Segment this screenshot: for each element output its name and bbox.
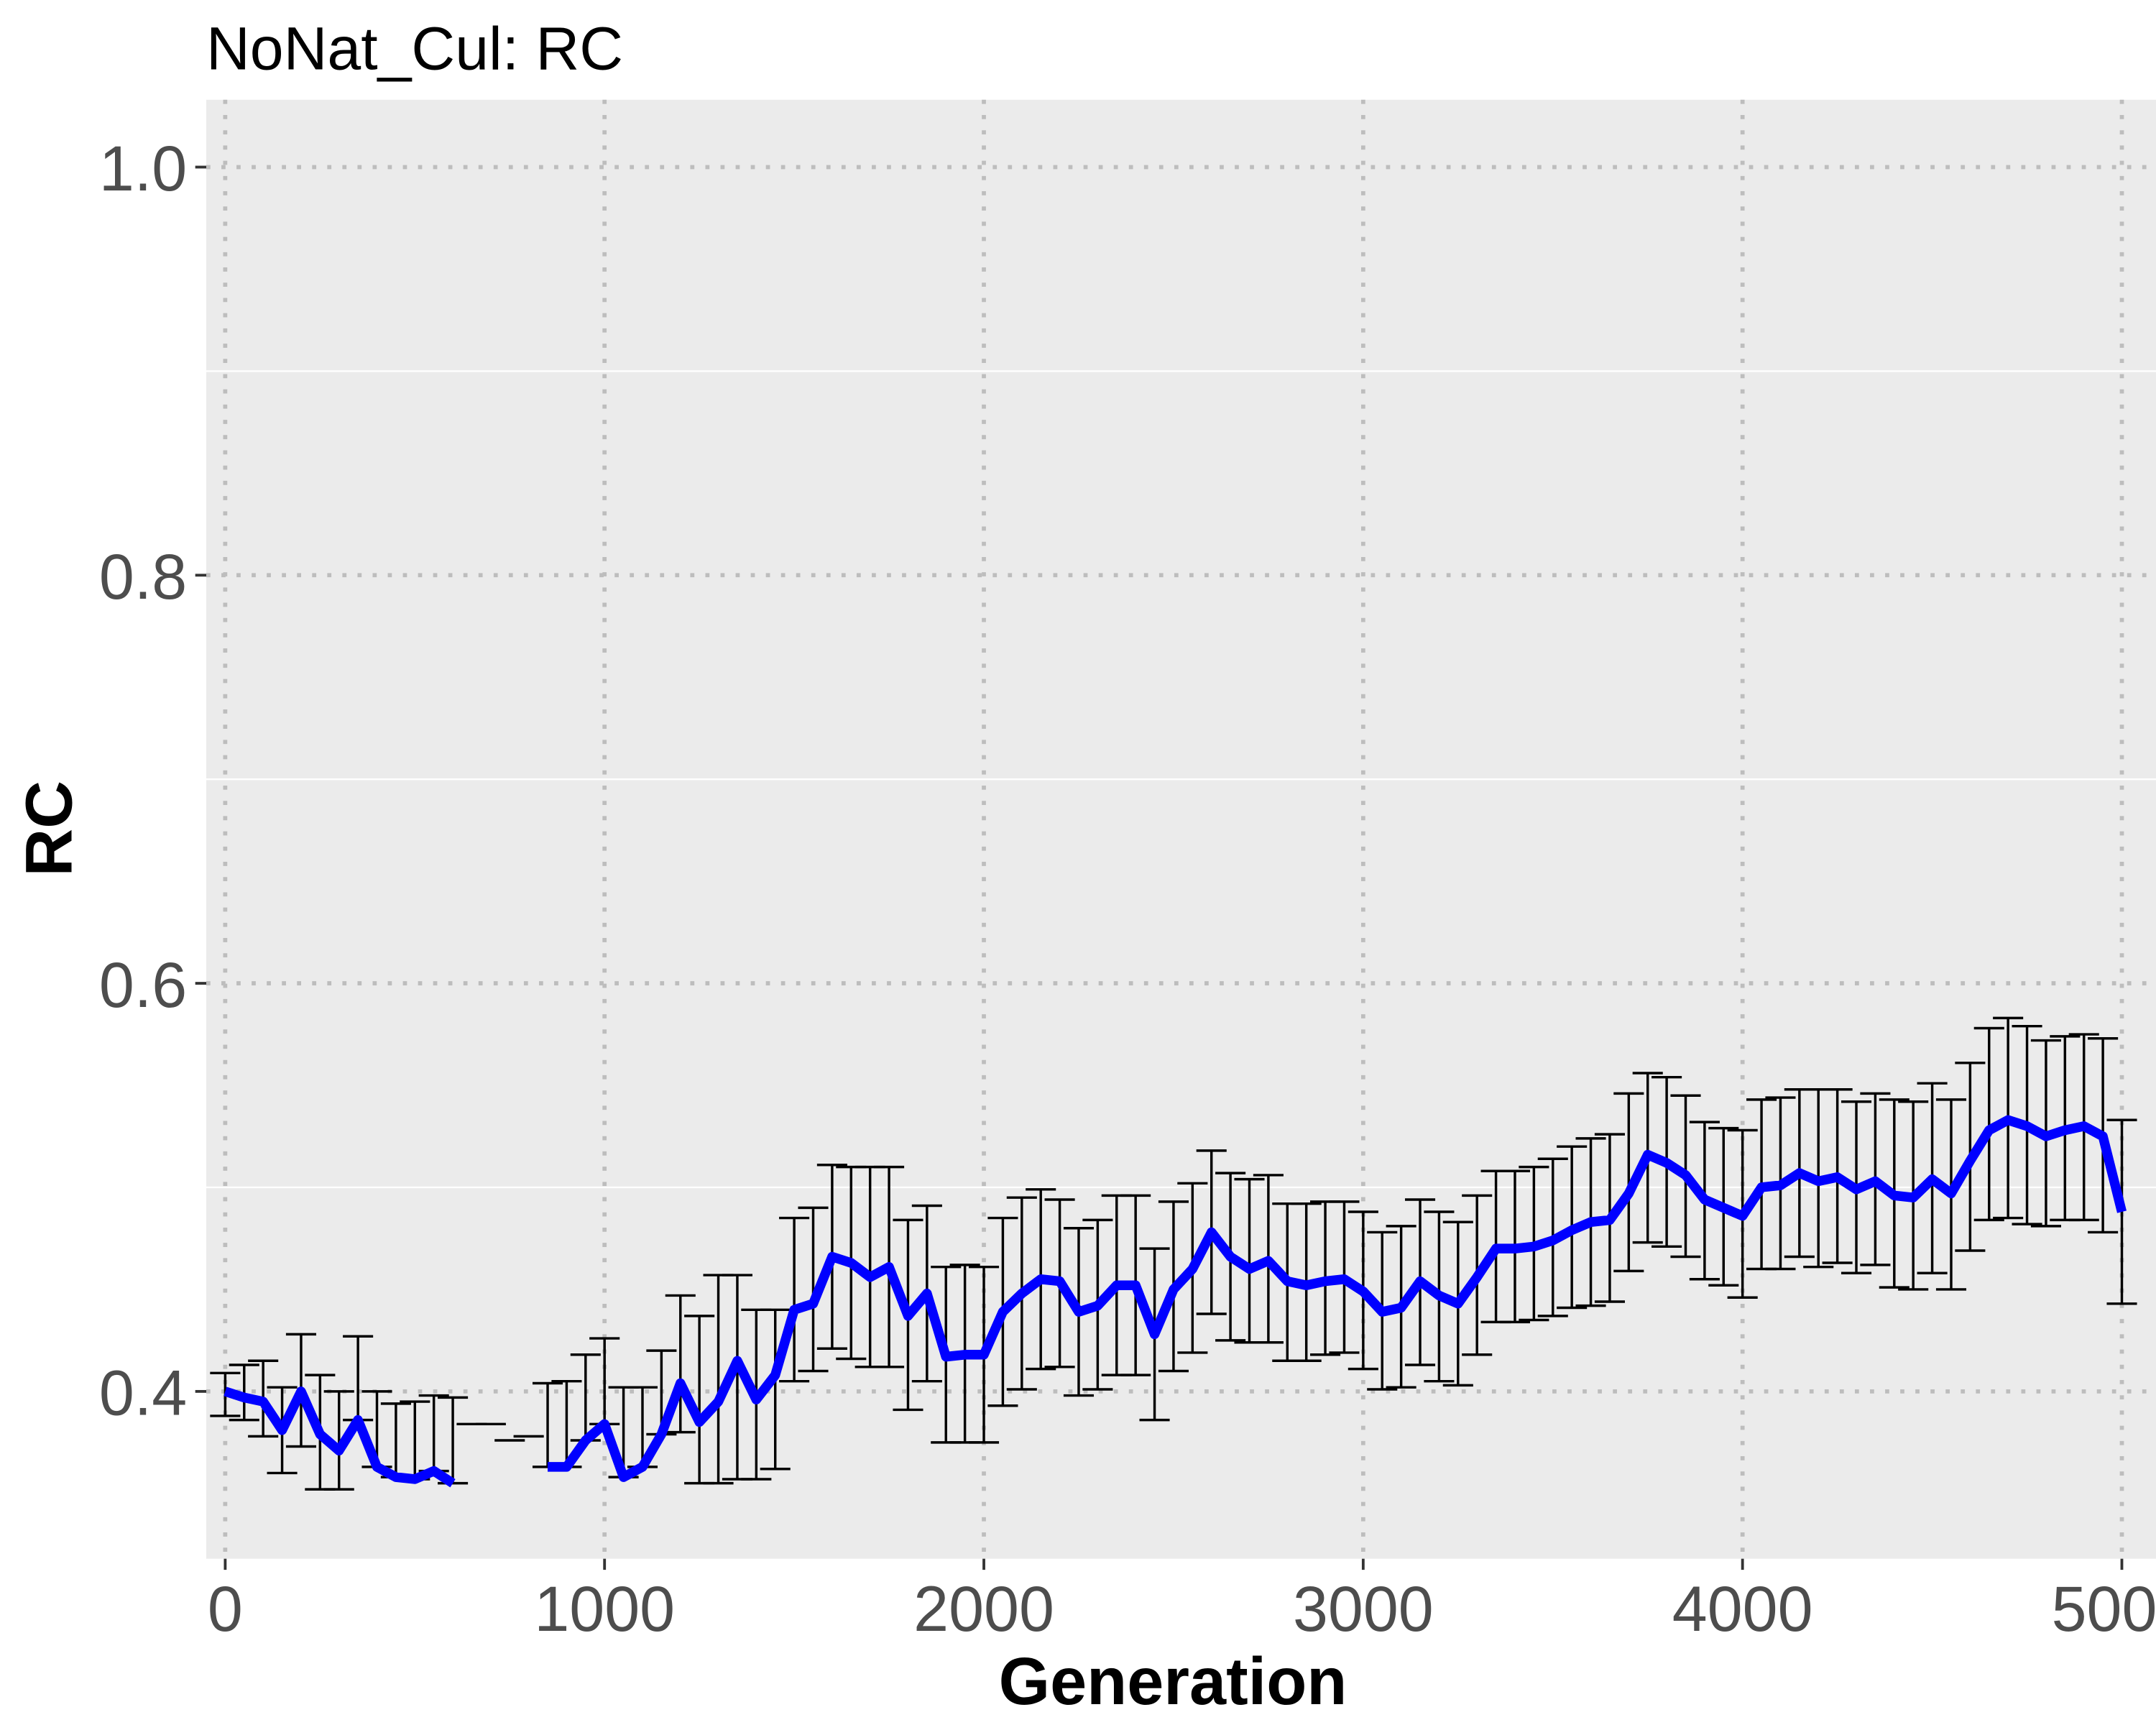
y-tick-label: 1.0 bbox=[99, 133, 187, 204]
x-tick-label: 0 bbox=[208, 1573, 243, 1644]
x-tick-label: 1000 bbox=[534, 1573, 675, 1644]
x-tick-label: 5000 bbox=[2052, 1573, 2156, 1644]
y-tick-label: 0.6 bbox=[99, 949, 187, 1021]
error-bar bbox=[760, 1308, 791, 1471]
error-bar bbox=[665, 1294, 696, 1434]
x-axis-title: Generation bbox=[999, 1644, 1348, 1719]
error-bar bbox=[1613, 1092, 1644, 1273]
error-bar bbox=[323, 1390, 354, 1491]
y-tick-label: 0.8 bbox=[99, 541, 187, 612]
y-tick-label: 0.4 bbox=[99, 1357, 187, 1428]
error-bar bbox=[798, 1206, 829, 1373]
error-bar bbox=[779, 1216, 810, 1383]
y-axis-title: RC bbox=[12, 781, 86, 877]
line bbox=[224, 1115, 2127, 1488]
x-tick-label: 3000 bbox=[1293, 1573, 1434, 1644]
error-bar bbox=[229, 1363, 259, 1422]
error-bar bbox=[438, 1396, 469, 1485]
x-tick-label: 2000 bbox=[913, 1573, 1054, 1644]
panel bbox=[206, 99, 2156, 1559]
chart-title: NoNat_Cul: RC bbox=[206, 14, 623, 82]
error-bar bbox=[1973, 1026, 2004, 1222]
x-tick-label: 4000 bbox=[1672, 1573, 1813, 1644]
